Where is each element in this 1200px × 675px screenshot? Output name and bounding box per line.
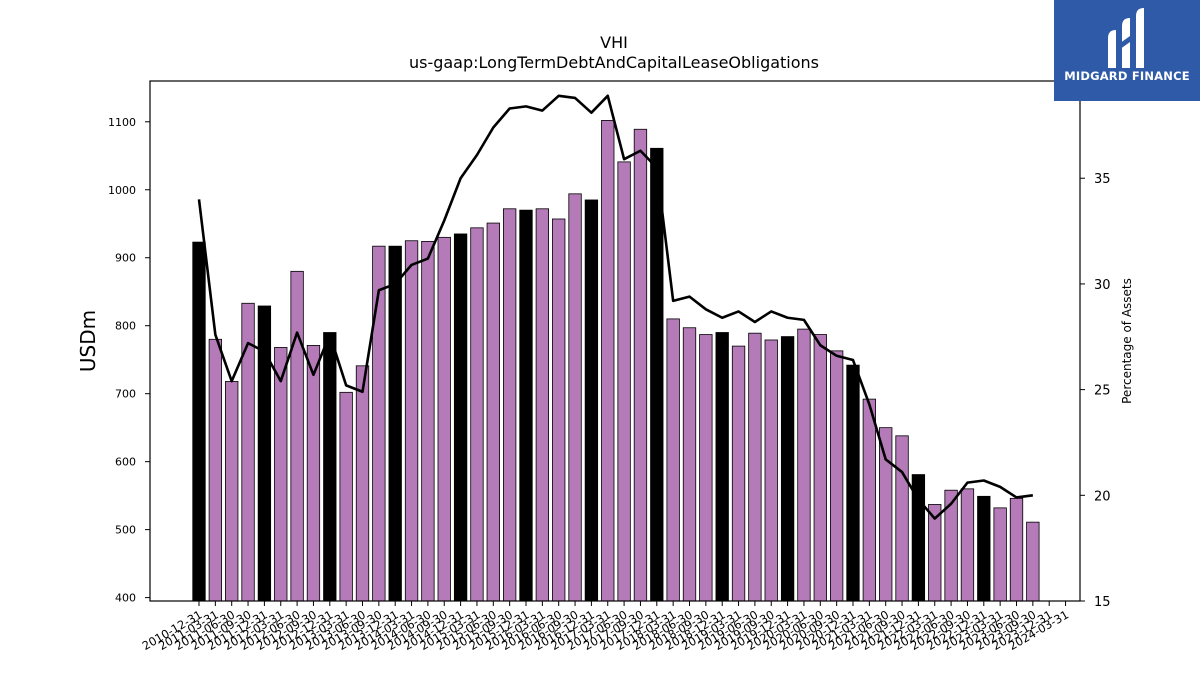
bar [323,332,337,602]
bar [830,350,844,602]
bar [764,339,778,602]
bar [339,391,353,602]
bar [519,209,533,602]
bar [388,245,402,602]
bar [290,270,304,602]
bar [650,147,664,602]
y-axis-left: 400 500 600 700 800 900 1000 1100 [108,116,150,605]
bar [797,328,811,602]
y2-tick-label: 20 [1094,489,1111,504]
bar [617,161,631,602]
bar [208,338,223,602]
bar [502,208,517,602]
line-series [197,94,1034,520]
bar [1026,521,1040,602]
bar [241,302,255,602]
bar [960,488,975,602]
bar [306,345,321,602]
bar [731,345,746,602]
y2-axis-label: Percentage of Assets [1120,278,1134,404]
bar [601,120,615,602]
y-tick-label: 800 [115,320,136,333]
bar [355,365,370,602]
bar [666,318,680,602]
plot-frame [149,80,1081,602]
bar [895,435,909,602]
y-tick-label: 900 [115,252,136,265]
bar [846,364,860,602]
bar [437,236,451,602]
y-tick-label: 1000 [108,184,136,197]
y-tick-label: 700 [115,388,136,401]
bar [977,495,991,602]
bar [813,334,827,602]
x-axis: 2010-12-312011-03-312011-06-302011-09-30… [140,601,1071,653]
percentage-line [197,94,1034,520]
bar [225,381,239,602]
bar [568,193,582,602]
bar [699,334,713,602]
midgard-logo-icon [1108,8,1144,68]
bar [486,222,500,602]
bar [780,336,795,602]
y-axis-label: USDm [76,310,100,372]
bar [715,332,729,602]
brand-name: MIDGARD FINANCE [1064,69,1190,83]
bar [748,332,762,602]
bar [404,240,419,602]
bar [192,241,206,602]
chart-title: VHI [600,33,628,52]
y2-tick-label: 15 [1094,595,1111,610]
bar [372,245,386,602]
bar [993,507,1007,602]
bar [535,208,549,602]
y-tick-label: 600 [115,456,136,469]
y2-tick-label: 25 [1094,384,1111,399]
bar [682,327,697,602]
bar [1009,497,1024,602]
y-axis-right: 15 20 25 30 35 [1080,172,1111,610]
bar [879,427,893,602]
bar [274,347,288,602]
bar [584,199,599,602]
bar [862,398,876,602]
y-tick-label: 1100 [108,116,136,129]
bar [552,218,566,602]
y-tick-label: 400 [115,592,136,605]
bar [421,241,435,602]
bar [470,227,484,602]
chart-subtitle: us-gaap:LongTermDebtAndCapitalLeaseOblig… [409,53,819,72]
y2-tick-label: 30 [1094,278,1111,293]
y-tick-label: 500 [115,524,136,537]
bar [633,128,648,602]
bar [453,233,468,602]
y2-tick-label: 35 [1094,172,1111,187]
brand-logo: MIDGARD FINANCE [1054,0,1200,101]
